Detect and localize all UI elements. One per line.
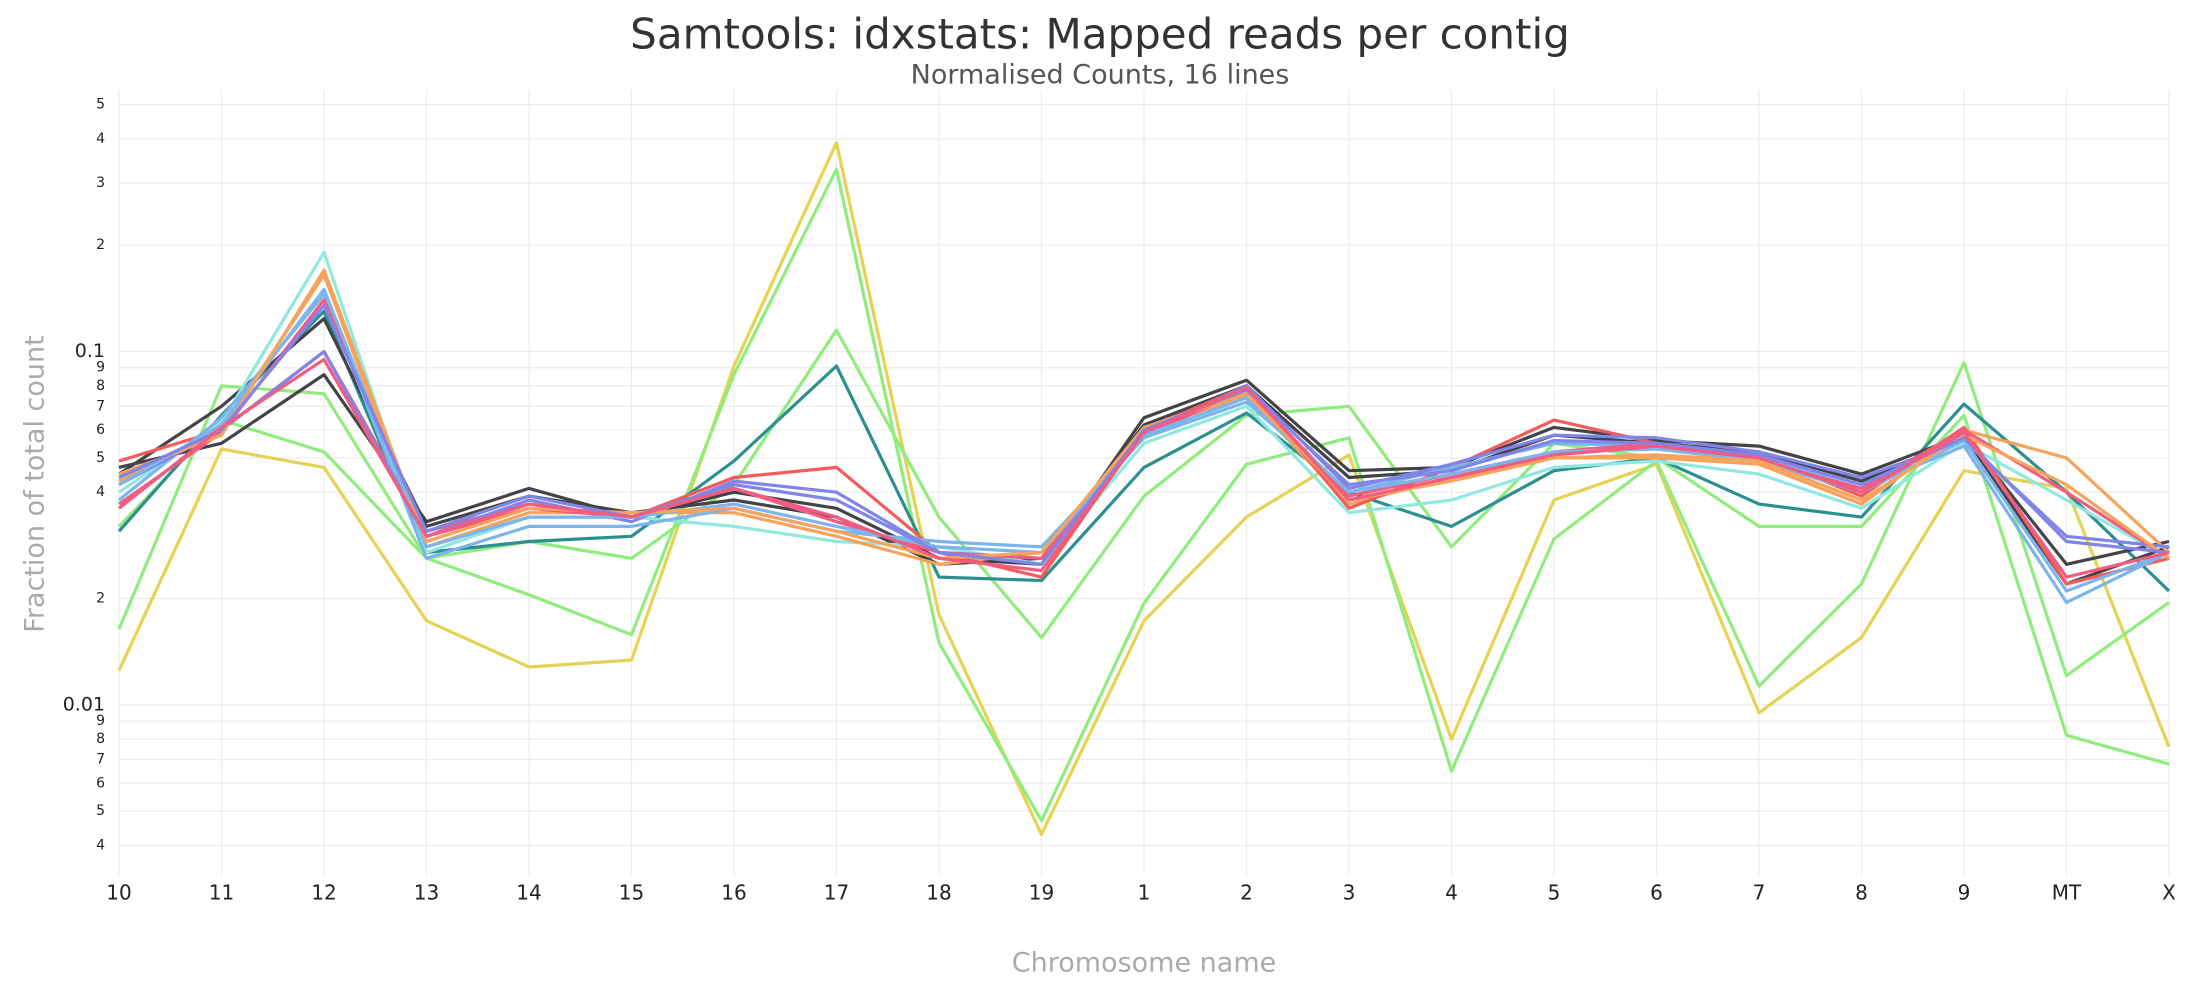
y-tick-label: 5 xyxy=(96,803,105,819)
series-line xyxy=(118,373,2170,566)
y-tick-label: 9 xyxy=(96,713,105,729)
y-tick-label: 4 xyxy=(96,131,105,147)
x-tick-label: 6 xyxy=(1650,881,1663,905)
series-line xyxy=(118,317,2170,586)
x-tick-label: 18 xyxy=(926,881,951,905)
x-tick-label: MT xyxy=(2052,881,2082,905)
x-tick-label: 3 xyxy=(1343,881,1356,905)
x-tick-label: 19 xyxy=(1029,881,1054,905)
y-tick-label: 8 xyxy=(96,378,105,394)
x-tick-label: 1 xyxy=(1138,881,1151,905)
y-tick-label: 5 xyxy=(96,97,105,113)
y-tick-label: 7 xyxy=(96,752,105,768)
x-tick-label: 12 xyxy=(311,881,336,905)
y-tick-label: 4 xyxy=(96,484,105,500)
x-tick-label: 9 xyxy=(1958,881,1971,905)
x-tick-label: 14 xyxy=(516,881,541,905)
x-tick-label: 16 xyxy=(721,881,746,905)
y-tick-label: 2 xyxy=(96,591,105,607)
series-line xyxy=(118,303,2170,566)
lines xyxy=(117,141,2171,836)
y-tick-label: 6 xyxy=(96,775,105,791)
y-tick-label: 5 xyxy=(96,450,105,466)
series-line xyxy=(118,357,2170,579)
x-tick-label: 15 xyxy=(619,881,644,905)
series-line xyxy=(117,328,2170,766)
x-tick-label: 5 xyxy=(1548,881,1561,905)
series-line xyxy=(117,141,2171,836)
series-line xyxy=(117,167,2170,823)
x-tick-label: 7 xyxy=(1753,881,1766,905)
x-tick-label: 2 xyxy=(1240,881,1253,905)
y-tick-label: 4 xyxy=(96,837,105,853)
x-tick-label: 4 xyxy=(1445,881,1458,905)
y-tick-label: 2 xyxy=(96,237,105,253)
y-tick-label: 6 xyxy=(96,422,105,438)
y-tick-label: 3 xyxy=(96,175,105,191)
y-axis-title: Fraction of total count xyxy=(20,335,51,632)
x-tick-label: 8 xyxy=(1855,881,1868,905)
x-tick-label: 11 xyxy=(209,881,234,905)
chart-title: Samtools: idxstats: Mapped reads per con… xyxy=(630,10,1570,59)
x-tick-label: 10 xyxy=(106,881,131,905)
y-tick-label: 9 xyxy=(96,360,105,376)
y-tick-label: 7 xyxy=(96,398,105,414)
x-axis-title: Chromosome name xyxy=(1012,948,1276,979)
series-line xyxy=(118,250,2170,566)
series-line xyxy=(118,268,2170,560)
x-tick-label: X xyxy=(2162,881,2176,905)
y-tick-label: 8 xyxy=(96,731,105,747)
x-tick-label: 13 xyxy=(414,881,439,905)
y-tick-label: 0.1 xyxy=(75,340,105,362)
x-tick-label: 17 xyxy=(824,881,849,905)
chart-subtitle: Normalised Counts, 16 lines xyxy=(911,60,1290,91)
y-tick-label: 0.01 xyxy=(63,693,105,715)
